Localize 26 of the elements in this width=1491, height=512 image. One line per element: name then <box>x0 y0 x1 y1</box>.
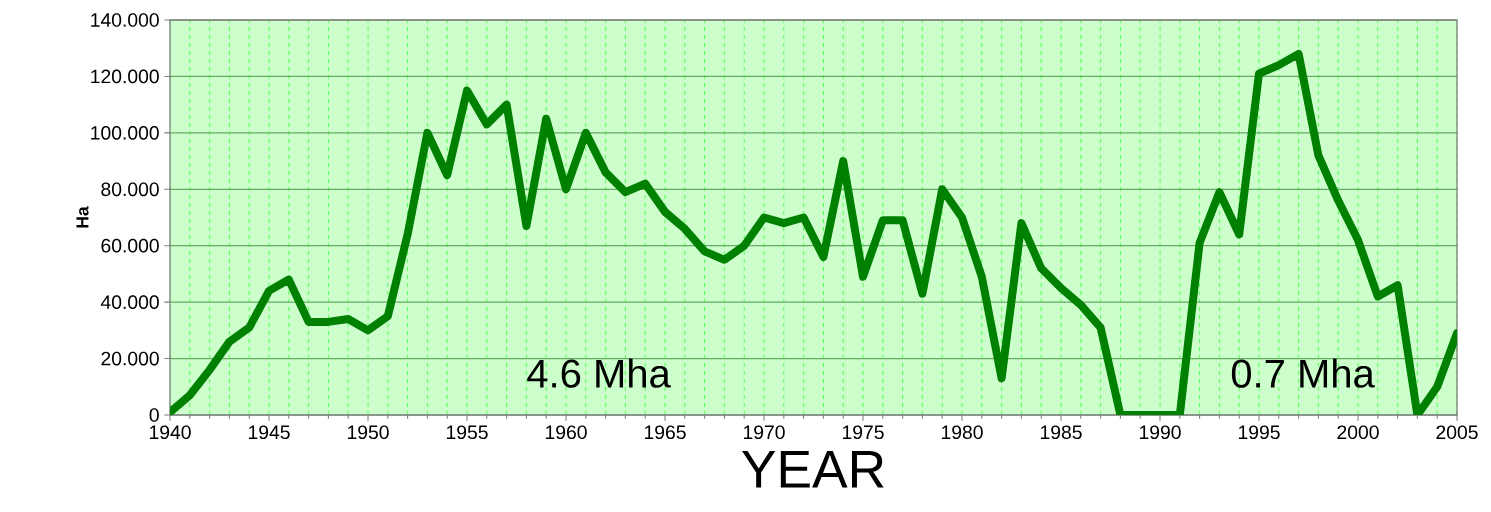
x-tick-label: 1960 <box>545 425 587 440</box>
y-tick-label: 140.000 <box>91 13 159 27</box>
y-tick-label: 120.000 <box>91 69 159 84</box>
x-tick-label: 1970 <box>743 425 785 440</box>
x-tick-label: 1945 <box>248 425 290 440</box>
y-tick-label: 60.000 <box>101 238 159 253</box>
x-tick-label: 1990 <box>1139 425 1181 440</box>
x-tick-label: 1975 <box>842 425 884 440</box>
x-tick-label: 1940 <box>149 425 191 440</box>
x-tick-label: 1950 <box>347 425 389 440</box>
x-tick-label: 2005 <box>1436 425 1478 440</box>
x-tick-label: 1955 <box>446 425 488 440</box>
x-axis-title: YEAR <box>742 450 884 488</box>
y-axis-title: Ha <box>76 206 89 228</box>
annotation: 0.7 Mha <box>1231 358 1375 388</box>
y-tick-label: 20.000 <box>101 351 159 366</box>
x-tick-label: 1980 <box>941 425 983 440</box>
x-tick-label: 1995 <box>1238 425 1280 440</box>
y-tick-label: 40.000 <box>100 295 159 309</box>
x-tick-label: 1985 <box>1040 425 1082 440</box>
x-tick-label: 2000 <box>1337 425 1379 440</box>
x-tick-label: 1965 <box>644 425 686 440</box>
y-tick-label: 0 <box>149 408 159 422</box>
annotation: 4.6 Mha <box>527 358 671 388</box>
y-tick-label: 100.000 <box>91 126 159 140</box>
y-tick-label: 80.000 <box>101 182 159 197</box>
